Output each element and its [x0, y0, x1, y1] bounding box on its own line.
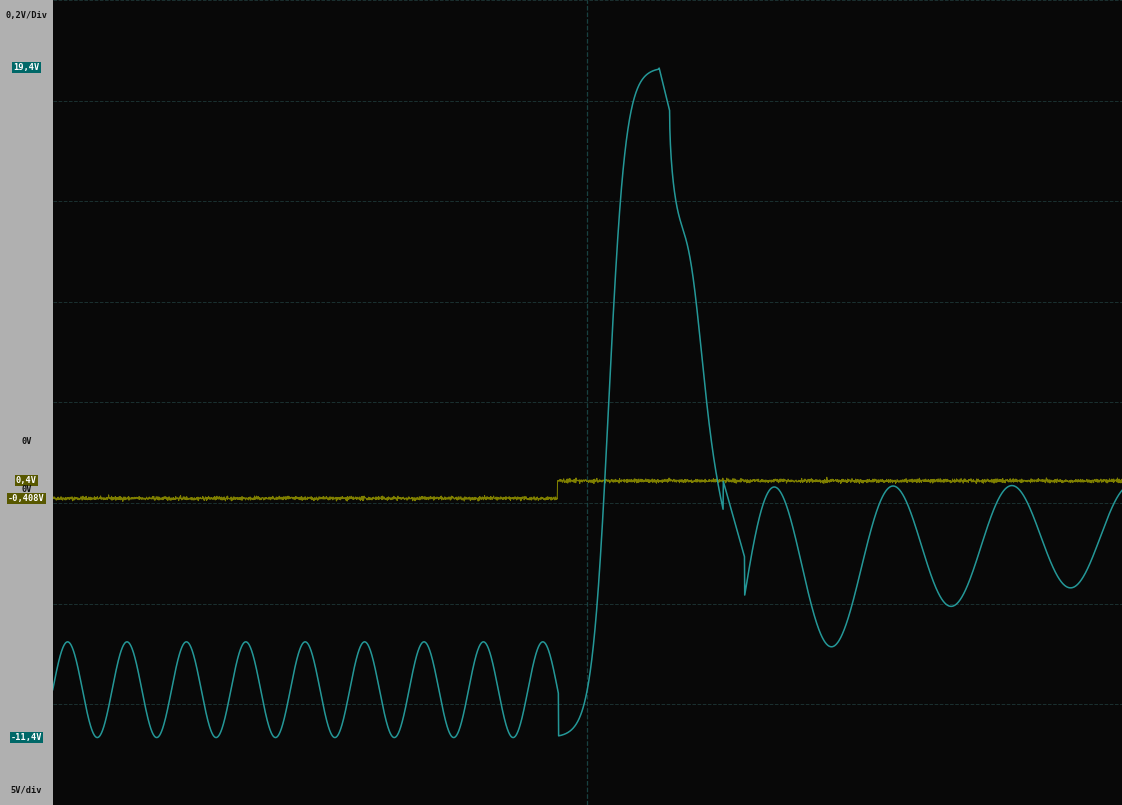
Text: 0V: 0V — [21, 485, 31, 494]
Text: 0V: 0V — [21, 437, 31, 446]
Text: -11,4V: -11,4V — [10, 733, 43, 742]
Text: 0,4V: 0,4V — [16, 477, 37, 485]
Text: -0,408V: -0,408V — [8, 494, 45, 503]
Text: 0,2V/Div: 0,2V/Div — [6, 10, 47, 20]
Text: 5V/div: 5V/div — [10, 785, 43, 795]
Text: 19,4V: 19,4V — [13, 63, 39, 72]
